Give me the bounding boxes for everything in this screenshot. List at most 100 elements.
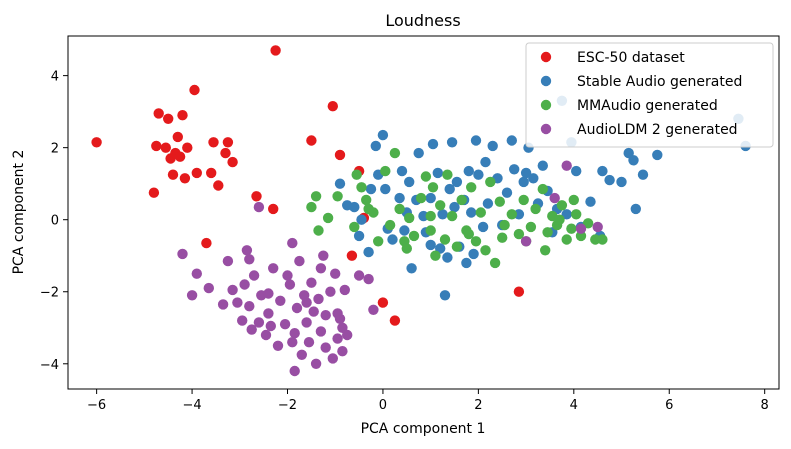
series-3-point-1 <box>186 290 198 301</box>
series-0-point-5 <box>163 113 174 125</box>
series-3-point-24 <box>289 328 300 339</box>
series-0-point-16 <box>206 167 217 179</box>
series-3-point-49 <box>520 236 532 247</box>
series-2-point-33 <box>485 176 496 188</box>
series-1-point-71 <box>628 155 639 166</box>
series-3-point-57 <box>282 270 293 281</box>
series-3-point-55 <box>244 254 255 265</box>
series-1-point-28 <box>439 290 451 301</box>
series-2-point-63 <box>554 214 565 225</box>
series-2-point-36 <box>499 219 510 231</box>
series-0-point-7 <box>167 169 179 180</box>
series-2-point-43 <box>542 227 553 238</box>
series-1-point-24 <box>427 138 439 150</box>
series-2-point-11 <box>384 219 396 231</box>
series-3-point-47 <box>363 273 374 285</box>
series-2-point-61 <box>363 203 374 215</box>
legend-marker <box>540 99 552 111</box>
series-3-point-5 <box>222 255 234 267</box>
series-3-point-54 <box>253 201 265 213</box>
series-3-point-45 <box>342 329 353 341</box>
series-3-point-13 <box>248 270 260 281</box>
series-0-point-1 <box>148 187 160 198</box>
series-0-point-27 <box>327 101 338 112</box>
series-3-point-4 <box>217 299 229 310</box>
series-1-point-30 <box>444 183 455 195</box>
series-3-point-11 <box>244 301 255 312</box>
series-3-point-35 <box>315 326 327 337</box>
series-1-point-67 <box>597 165 608 177</box>
series-2-point-6 <box>356 182 367 193</box>
series-3-point-19 <box>272 340 284 351</box>
series-3-point-53 <box>592 221 603 233</box>
series-1-point-61 <box>561 209 572 220</box>
series-2-point-42 <box>537 183 548 195</box>
series-2-point-40 <box>525 221 537 233</box>
series-1-point-29 <box>442 252 453 263</box>
series-2-point-58 <box>425 210 436 222</box>
series-3-point-38 <box>325 286 336 297</box>
series-1-point-23 <box>425 192 436 204</box>
series-0-point-3 <box>153 108 164 119</box>
series-3-point-30 <box>303 337 315 348</box>
legend-label: Stable Audio generated <box>577 74 742 90</box>
y-axis-label: PCA component 2 <box>11 150 27 275</box>
y-tick-label: −2 <box>40 286 59 301</box>
series-2-point-32 <box>480 245 491 256</box>
series-0-point-10 <box>174 151 186 162</box>
series-3-point-3 <box>203 282 214 294</box>
series-1-point-37 <box>463 165 474 177</box>
series-1-point-5 <box>363 246 374 258</box>
x-tick-label: −4 <box>182 398 201 413</box>
y-tick-label: 0 <box>51 214 59 229</box>
series-3-point-27 <box>296 349 307 360</box>
series-1-point-65 <box>585 196 596 207</box>
series-2-point-30 <box>470 236 482 247</box>
series-2-point-60 <box>349 221 360 233</box>
series-2-point-9 <box>373 236 384 247</box>
series-0-point-11 <box>177 110 188 121</box>
series-3-point-63 <box>263 288 274 299</box>
series-1-point-7 <box>370 140 381 152</box>
series-0-point-24 <box>268 203 279 215</box>
y-tick-label: −4 <box>40 358 59 373</box>
series-3-point-64 <box>320 310 331 321</box>
legend-label: AudioLDM 2 generated <box>577 122 738 138</box>
x-tick-label: 4 <box>570 398 578 413</box>
series-1-point-38 <box>466 207 477 218</box>
series-1-point-49 <box>506 135 517 146</box>
series-3-point-9 <box>239 279 250 290</box>
series-0-point-23 <box>251 191 262 202</box>
series-0-point-18 <box>213 180 224 191</box>
series-3-point-37 <box>320 342 331 353</box>
series-0-point-19 <box>220 147 231 159</box>
series-1-point-12 <box>387 234 398 245</box>
series-1-point-18 <box>406 263 417 274</box>
series-2-point-1 <box>310 191 322 202</box>
series-3-point-41 <box>332 333 343 344</box>
series-2-point-16 <box>408 230 420 242</box>
x-axis-label: PCA component 1 <box>361 421 486 437</box>
series-2-point-53 <box>597 234 608 245</box>
series-1-point-17 <box>404 176 415 188</box>
series-2-point-29 <box>466 182 477 193</box>
series-3-point-10 <box>241 245 253 256</box>
series-2-point-51 <box>582 218 594 229</box>
series-3-point-59 <box>315 263 327 274</box>
plot-frame <box>67 35 780 390</box>
legend-marker <box>540 51 552 63</box>
series-1-point-6 <box>365 183 377 195</box>
series-2-point-41 <box>530 203 541 215</box>
series-2-point-47 <box>561 234 572 245</box>
series-1-point-20 <box>413 147 424 159</box>
series-1-point-21 <box>418 210 429 222</box>
series-1-point-41 <box>473 169 484 180</box>
x-tick-label: 6 <box>665 398 673 413</box>
series-1-point-77 <box>520 167 532 179</box>
series-0-point-32 <box>377 297 389 308</box>
series-0-point-29 <box>346 250 358 261</box>
series-1-point-63 <box>571 165 582 177</box>
legend-label: ESC-50 dataset <box>577 50 685 66</box>
series-2-point-56 <box>497 232 508 243</box>
